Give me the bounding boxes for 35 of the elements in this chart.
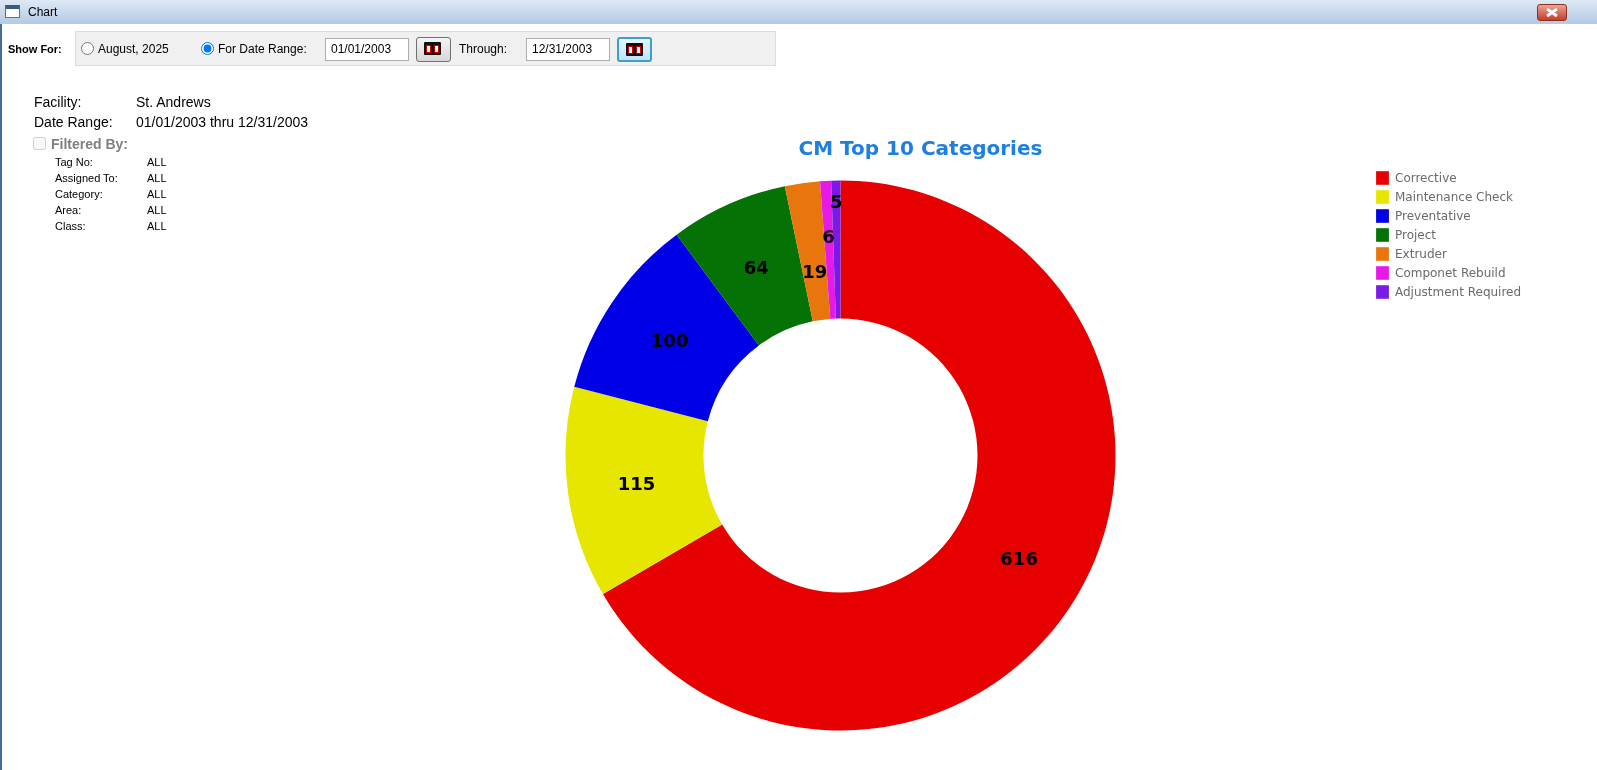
text: Facility: xyxy=(34,94,82,110)
text: Area: xyxy=(55,204,82,217)
text: Filtered By: xyxy=(51,136,129,152)
text: Through: xyxy=(459,42,508,56)
text: ALL xyxy=(147,172,167,185)
text: Date Range: xyxy=(34,114,113,130)
data-label: 100 xyxy=(650,329,689,351)
text: For Date Range: xyxy=(218,42,307,56)
text: Tag No: xyxy=(55,156,93,169)
text: 01/01/2003 xyxy=(331,42,392,56)
text: Show For: xyxy=(8,42,62,56)
legend-label: Maintenance Check xyxy=(1395,188,1514,205)
data-label: 115 xyxy=(617,473,656,495)
text: August, 2025 xyxy=(98,42,169,56)
text: 01/01/2003 thru 12/31/2003 xyxy=(136,114,309,130)
text: St. Andrews xyxy=(136,94,211,110)
chart-title: CM Top 10 Categories xyxy=(798,135,1043,160)
text: ALL xyxy=(147,188,167,201)
text: ALL xyxy=(147,156,167,169)
text: 12/31/2003 xyxy=(532,42,593,56)
data-label: 19 xyxy=(802,261,828,283)
legend-label: Adjustment Required xyxy=(1395,283,1522,300)
legend-label: Componet Rebuild xyxy=(1395,264,1506,281)
legend-label: Extruder xyxy=(1395,245,1447,262)
legend-label: Preventative xyxy=(1395,207,1471,224)
legend-label: Project xyxy=(1395,226,1437,243)
text: ALL xyxy=(147,204,167,217)
text: Assigned To: xyxy=(55,172,118,185)
text: Chart xyxy=(28,5,58,19)
text: Class: xyxy=(55,220,86,233)
text: ALL xyxy=(147,220,167,233)
data-label: 64 xyxy=(743,257,769,278)
text: Category: xyxy=(55,188,103,201)
legend-label: Corrective xyxy=(1395,169,1457,186)
data-label: 616 xyxy=(1000,547,1038,569)
